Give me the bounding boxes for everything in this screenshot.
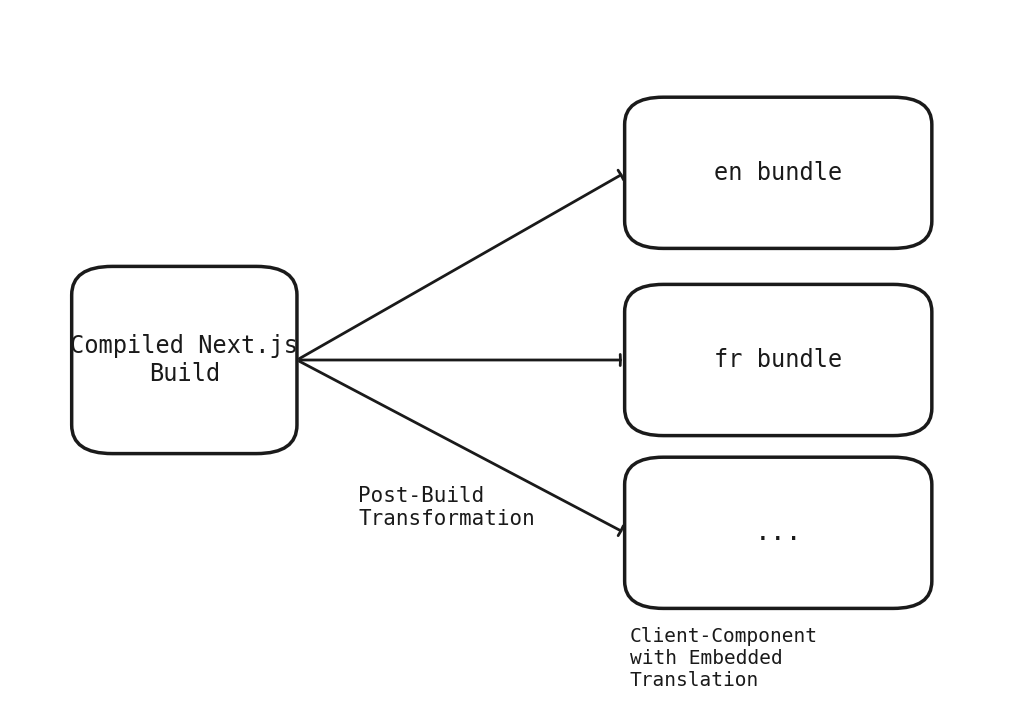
Text: Compiled Next.js
Build: Compiled Next.js Build xyxy=(71,334,298,386)
FancyBboxPatch shape xyxy=(625,284,932,436)
Text: fr bundle: fr bundle xyxy=(714,348,843,372)
FancyBboxPatch shape xyxy=(625,457,932,608)
Text: en bundle: en bundle xyxy=(714,161,843,185)
FancyBboxPatch shape xyxy=(72,266,297,454)
FancyBboxPatch shape xyxy=(625,97,932,248)
Text: Client-Component
with Embedded
Translation: Client-Component with Embedded Translati… xyxy=(630,627,818,690)
Text: Post-Build
Transformation: Post-Build Transformation xyxy=(358,486,536,529)
Text: ...: ... xyxy=(755,520,802,546)
